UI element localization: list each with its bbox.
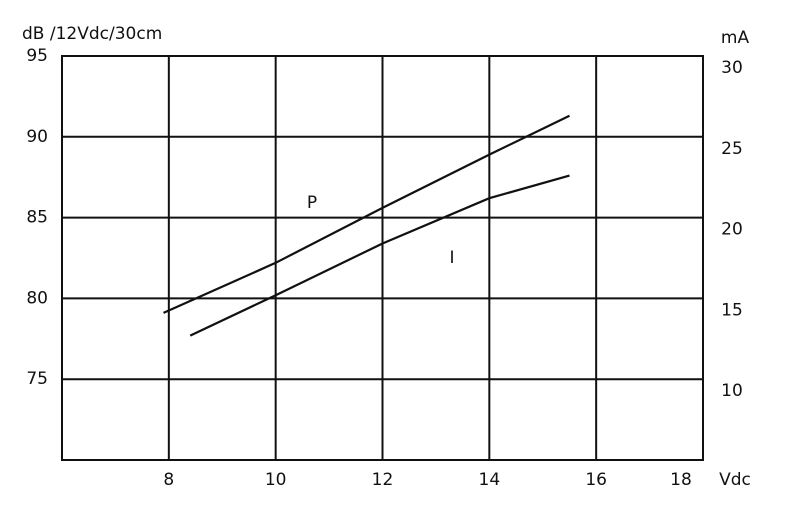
x-tick-label: 16	[585, 470, 607, 490]
x-axis-label: Vdc	[719, 470, 751, 490]
y-tick-label: 90	[26, 127, 48, 147]
y-axis-label: dB /12Vdc/30cm	[22, 24, 162, 44]
x-tick-label: 8	[163, 470, 174, 490]
data-line	[189, 174, 570, 337]
y-tick-label: 85	[26, 208, 48, 228]
series-label: P	[307, 193, 317, 213]
y2-tick-label: 25	[721, 139, 743, 159]
series-label: I	[449, 248, 454, 268]
y2-tick-label: 20	[721, 220, 743, 240]
x-tick-label: 10	[265, 470, 287, 490]
y2-axis-label: mA	[721, 28, 750, 48]
y-tick-label: 80	[26, 288, 48, 308]
y2-tick-label: 30	[721, 58, 743, 78]
y-tick-label: 75	[26, 369, 48, 389]
y2-tick-label: 10	[721, 381, 743, 401]
data-line	[163, 114, 570, 314]
x-tick-label: 14	[479, 470, 501, 490]
y2-tick-label: 15	[721, 300, 743, 320]
x-tick-label: 12	[372, 470, 394, 490]
y-tick-label: 95	[26, 46, 48, 66]
x-tick-label: 18	[670, 470, 692, 490]
